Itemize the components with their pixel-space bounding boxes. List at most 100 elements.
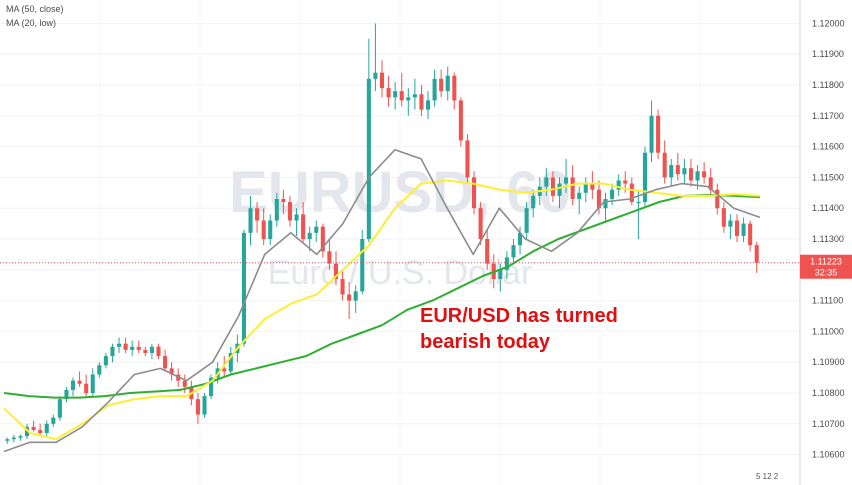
candle-body — [202, 396, 207, 415]
candle-body — [393, 91, 398, 98]
candle-body — [327, 251, 332, 264]
candle-body — [445, 75, 450, 92]
price-tick-label: 1.11100 — [812, 296, 843, 306]
candle-body — [386, 88, 391, 98]
moving-averages — [3, 148, 761, 453]
candle-body — [682, 168, 687, 175]
last-price-value: 1.11223 — [810, 257, 842, 267]
price-tick-label: 1.11400 — [812, 203, 844, 213]
candle-body — [379, 72, 385, 89]
candle-body — [695, 171, 700, 181]
ma20-line — [3, 179, 761, 441]
candle-body — [333, 263, 339, 280]
candle-body — [721, 208, 726, 227]
candle-body — [320, 226, 325, 252]
candle-body — [307, 232, 312, 239]
candle-body — [195, 399, 200, 415]
candle-body — [458, 100, 463, 141]
candle-body — [616, 180, 621, 190]
legend-ma20[interactable]: MA (20, low) — [6, 18, 57, 28]
footer-status: 5 12 2 — [756, 472, 779, 481]
candle-body — [754, 245, 759, 263]
candle-body — [373, 72, 378, 79]
candle-body — [610, 189, 615, 199]
price-tick-label: 1.11900 — [812, 49, 844, 59]
candle-body — [228, 352, 233, 372]
candle-body — [182, 380, 187, 387]
candle-body — [550, 177, 555, 196]
candle-body — [564, 177, 569, 184]
candle-body — [51, 417, 56, 424]
candles-layer — [5, 23, 759, 444]
candle-body — [130, 346, 135, 350]
ma-extra-line — [3, 148, 761, 453]
price-tick-label: 1.11700 — [812, 111, 844, 121]
candle-body — [603, 198, 608, 209]
candle-body — [596, 189, 601, 209]
candle-body — [123, 343, 128, 350]
price-axis[interactable]: 1.10600 1.10700 1.10800 1.10900 1.11000 1.111… — [812, 18, 845, 459]
watermark-symbol: EURUSD, 60 — [229, 160, 571, 225]
candle-body — [268, 220, 273, 239]
candle-body — [656, 115, 661, 153]
candle-body — [110, 346, 115, 357]
ma50-line — [3, 194, 761, 399]
candle-body — [715, 189, 720, 209]
candle-body — [531, 195, 536, 209]
candle-body — [241, 232, 246, 344]
candle-body — [163, 356, 168, 369]
candle-body — [314, 226, 319, 233]
candle-body — [425, 100, 431, 110]
price-tick-label: 1.11300 — [812, 234, 844, 244]
candle-body — [222, 368, 227, 372]
candle-body — [649, 115, 654, 153]
candle-body — [70, 380, 76, 390]
candle-body — [485, 239, 490, 264]
candle-body — [209, 377, 214, 397]
candle-body — [452, 75, 457, 101]
candle-body — [274, 198, 279, 221]
last-price-badge — [800, 254, 852, 279]
price-tick-label: 1.10900 — [812, 357, 845, 367]
candle-body — [31, 426, 36, 430]
candle-body — [577, 192, 582, 199]
candle-body — [741, 223, 746, 236]
candle-body — [353, 291, 358, 301]
candle-body — [734, 220, 740, 236]
candle-body — [544, 177, 549, 187]
candle-body — [728, 220, 733, 227]
candle-body — [708, 177, 713, 190]
candle-body — [675, 165, 680, 175]
candle-body — [340, 279, 345, 295]
price-tick-label: 1.11600 — [812, 142, 844, 152]
candle-body — [702, 171, 707, 178]
annotation-line-2: bearish today — [420, 331, 551, 353]
candle-body — [504, 257, 509, 270]
chart-annotation: EUR/USD has turned bearish today — [420, 303, 618, 355]
candle-body — [77, 380, 82, 384]
candle-body — [406, 97, 411, 101]
candle-body — [590, 183, 595, 190]
candle-body — [248, 208, 253, 233]
candle-body — [439, 78, 444, 92]
candle-body — [11, 437, 16, 440]
candle-body — [498, 269, 503, 280]
candle-body — [301, 214, 306, 239]
price-tick-label: 1.10700 — [812, 419, 845, 429]
candle-body — [748, 223, 753, 246]
legend-ma50[interactable]: MA (50, close) — [6, 4, 64, 14]
indicator-legend: MA (50, close) MA (20, low) — [6, 2, 64, 30]
bar-countdown: 32:35 — [815, 268, 838, 278]
candle-body — [149, 346, 154, 353]
candle-body — [511, 245, 516, 258]
candle-body — [636, 202, 641, 204]
last-price-marker: 1.11223 32:35 — [800, 254, 852, 279]
candle-body — [570, 177, 575, 199]
price-tick-label: 1.11000 — [812, 326, 844, 336]
candle-body — [261, 220, 266, 239]
candle-body — [281, 198, 286, 203]
candle-body — [18, 436, 23, 438]
grid-lines — [0, 0, 800, 485]
candle-body — [44, 423, 49, 434]
